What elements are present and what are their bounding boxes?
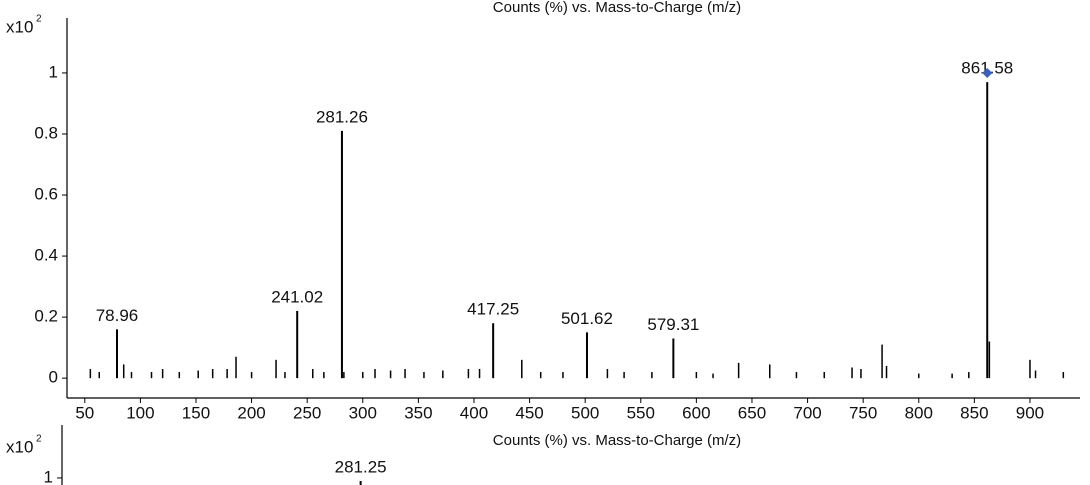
peak-label: 417.25 xyxy=(467,300,519,319)
chart-title: Counts (%) vs. Mass-to-Charge (m/z) xyxy=(493,432,741,449)
y-tick-label: 1 xyxy=(49,62,58,81)
x-tick-label: 700 xyxy=(793,403,821,422)
peak-label: 501.62 xyxy=(561,309,613,328)
chart-title: Counts (%) vs. Mass-to-Charge (m/z) xyxy=(493,0,741,16)
x-tick-label: 400 xyxy=(460,403,488,422)
y-tick-label: 0.2 xyxy=(34,307,58,326)
y-tick-label: 1 xyxy=(44,467,53,485)
y-multiplier-exponent: 2 xyxy=(36,434,42,445)
x-tick-label: 500 xyxy=(571,403,599,422)
x-tick-label: 300 xyxy=(349,403,377,422)
x-tick-label: 50 xyxy=(75,403,94,422)
peak-label: 579.31 xyxy=(647,315,699,334)
x-tick-label: 850 xyxy=(960,403,988,422)
x-tick-label: 800 xyxy=(905,403,933,422)
y-tick-label: 0.6 xyxy=(34,185,58,204)
x-tick-label: 150 xyxy=(182,403,210,422)
y-multiplier-exponent: 2 xyxy=(36,14,42,25)
y-tick-label: 0 xyxy=(49,368,58,387)
x-tick-label: 350 xyxy=(404,403,432,422)
y-tick-label: 0.8 xyxy=(34,123,58,142)
peak-label: 241.02 xyxy=(271,287,323,306)
x-tick-label: 900 xyxy=(1016,403,1044,422)
peak-label: 281.25 xyxy=(335,458,387,477)
x-tick-label: 250 xyxy=(293,403,321,422)
peak-label: 281.26 xyxy=(316,107,368,126)
x-tick-label: 100 xyxy=(126,403,154,422)
y-tick-label: 0.4 xyxy=(34,246,58,265)
x-tick-label: 550 xyxy=(627,403,655,422)
x-tick-label: 450 xyxy=(515,403,543,422)
x-tick-label: 200 xyxy=(237,403,265,422)
precursor-marker xyxy=(982,67,993,78)
x-tick-label: 600 xyxy=(682,403,710,422)
y-multiplier: x10 xyxy=(6,17,33,36)
x-tick-label: 750 xyxy=(849,403,877,422)
peak-label: 78.96 xyxy=(96,306,139,325)
x-tick-label: 650 xyxy=(738,403,766,422)
y-multiplier: x10 xyxy=(6,437,33,456)
